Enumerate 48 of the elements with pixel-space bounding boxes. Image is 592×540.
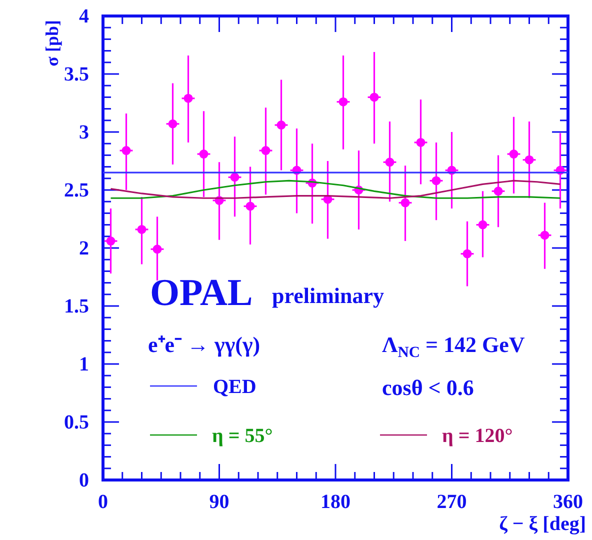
x-tick-label: 180: [320, 491, 350, 514]
annotation: e⁺e⁻ → γγ(γ): [148, 332, 260, 357]
x-axis-title: ζ − ξ [deg]: [499, 513, 586, 535]
point: [246, 202, 255, 211]
point: [137, 224, 146, 234]
x-tick-label: 0: [98, 491, 108, 514]
point: [184, 94, 193, 103]
point: [199, 150, 208, 159]
y-tick-label: 3.5: [64, 63, 89, 86]
x-tick-label: 270: [436, 491, 467, 514]
y-tick-label: 0: [79, 469, 89, 492]
point: [462, 249, 472, 258]
point: [416, 138, 426, 147]
y-tick-label: 1.5: [64, 295, 89, 318]
legend-label: QED: [213, 376, 256, 398]
point: [168, 119, 178, 128]
y-axis-title: σ [pb]: [42, 20, 62, 66]
line-series: [110, 180, 562, 199]
annotation: cosθ < 0.6: [382, 375, 474, 400]
point: [122, 146, 131, 156]
point: [385, 158, 394, 167]
point: [276, 120, 286, 130]
point: [494, 186, 503, 196]
y-tick-label: 1: [79, 353, 89, 376]
point: [509, 150, 518, 159]
y-tick-label: 4: [79, 5, 89, 28]
point: [338, 97, 348, 106]
point: [230, 172, 240, 182]
point: [400, 198, 410, 208]
point: [478, 220, 488, 230]
point: [432, 176, 441, 186]
point: [152, 244, 162, 254]
legend-label: η = 55°: [212, 425, 273, 447]
y-tick-label: 3: [79, 121, 89, 144]
annotation: Λ$_{NC}$ = 142 GeV: [382, 332, 525, 360]
x-tick-label: 90: [209, 491, 230, 514]
point: [106, 236, 116, 246]
point: [540, 230, 550, 240]
annotation: OPAL: [150, 272, 253, 314]
x-tick-label: 360: [553, 491, 583, 514]
y-tick-label: 0.5: [64, 411, 89, 434]
point: [261, 146, 270, 156]
point: [524, 155, 534, 164]
y-tick-label: 2.5: [64, 179, 89, 202]
legend-label: η = 120°: [442, 425, 513, 447]
annotation: preliminary: [272, 283, 384, 308]
y-tick-label: 2: [79, 237, 89, 260]
point: [370, 92, 379, 102]
